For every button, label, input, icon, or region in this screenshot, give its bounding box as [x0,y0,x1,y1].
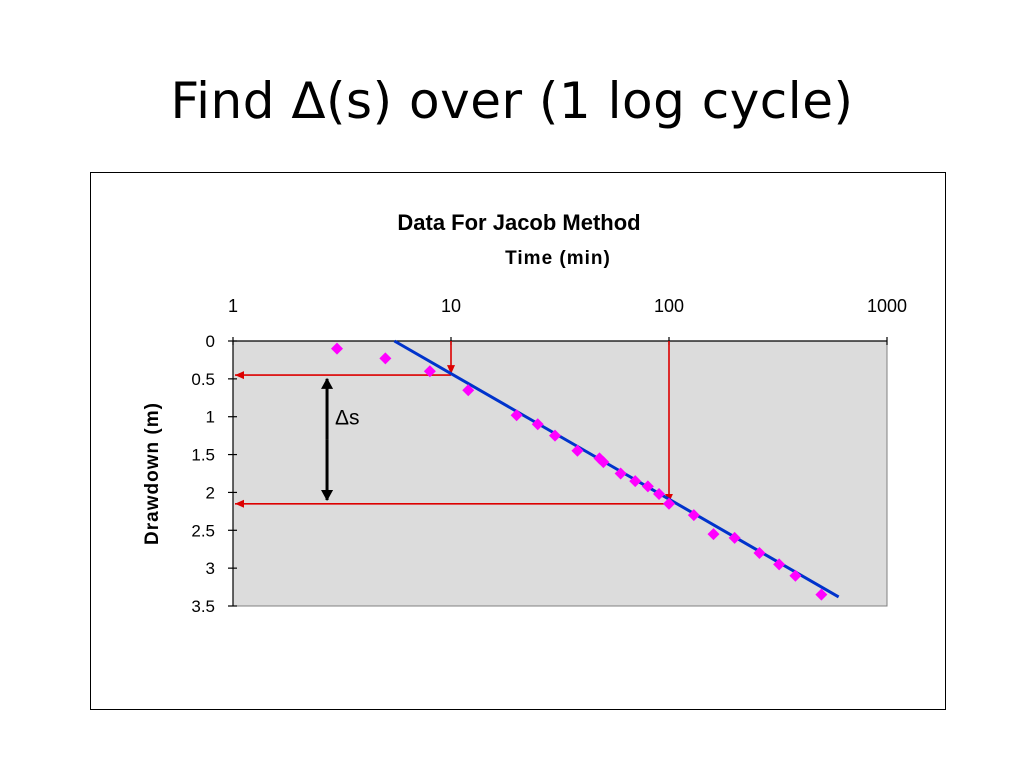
y-tick-label: 1.5 [191,446,215,465]
data-point [773,558,786,571]
fit-line [393,339,840,599]
y-tick-label: 1 [206,408,215,427]
data-point [379,352,392,365]
y-tick-label: 2 [206,483,215,502]
data-point [653,487,666,500]
slide-title: Find Δ(s) over (1 log cycle) [170,72,854,130]
y-tick-label: 3.5 [191,597,215,616]
plot-area [232,340,888,607]
delta-s-label: Δs [335,406,360,429]
data-point [707,528,720,541]
jacob-chart: 1 10 100 1000 0 0.5 1 1.5 2 2.5 3 3.5 Data For Jacob… [142,210,907,616]
x-axis-label: Time (min) [505,248,611,269]
data-point [423,365,436,378]
data-point [462,384,475,397]
data-point [815,588,828,601]
data-point [331,342,344,355]
data-point [597,456,610,469]
data-point [549,429,562,442]
y-tick-label: 0 [206,332,215,351]
y-axis-label: Drawdown (m) [142,402,163,545]
data-point [593,452,606,465]
x-tick-label: 1 [228,296,238,316]
data-point [614,467,627,480]
data-point [753,547,766,559]
y-tick-label: 0.5 [191,370,215,389]
y-tick-label: 3 [206,559,215,578]
chart-title: Data For Jacob Method [397,210,640,235]
data-point [641,480,654,493]
y-tick-label: 2.5 [191,521,215,540]
x-tick-label: 10 [441,296,461,316]
data-point [789,569,802,582]
data-point [663,497,675,510]
data-point [531,418,544,431]
data-point [571,444,584,457]
x-tick-label: 1000 [867,296,907,316]
chart-frame: 1 10 100 1000 0 0.5 1 1.5 2 2.5 3 3.5 Data For Jacob… [90,172,946,710]
data-point [629,475,642,488]
data-point [728,531,741,544]
x-tick-label: 100 [654,296,684,316]
